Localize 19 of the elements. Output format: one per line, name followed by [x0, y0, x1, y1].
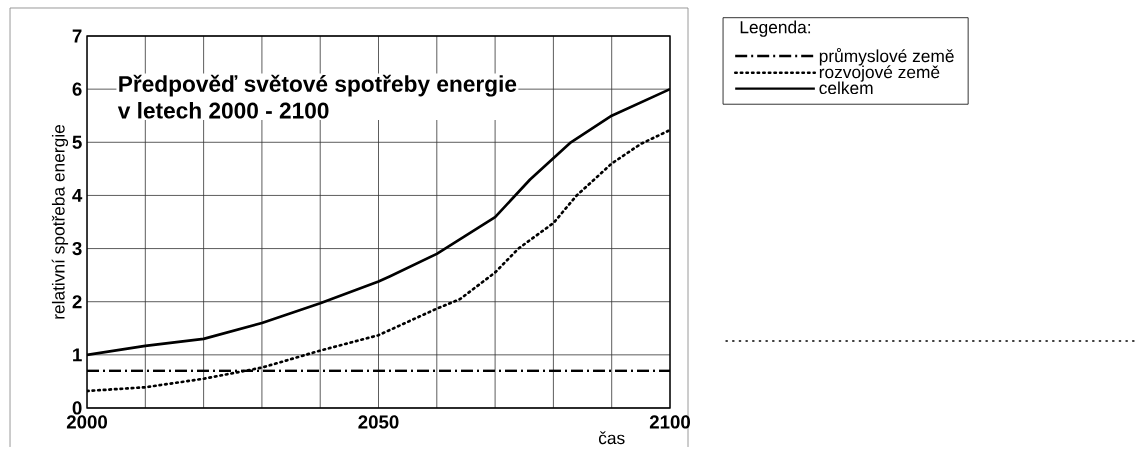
y-tick-label: 4	[72, 189, 83, 203]
x-tick-label: 2000	[66, 415, 108, 429]
y-tick-label: 6	[72, 82, 82, 96]
y-axis-title: relativní spotřeba energie	[51, 125, 69, 319]
legend-title: Legenda:	[740, 20, 811, 37]
y-tick-label: 2	[72, 295, 82, 309]
y-tick-label: 0	[72, 401, 82, 415]
legend-label: rozvojové země	[819, 65, 940, 82]
x-tick-label: 2050	[358, 415, 399, 429]
text: Předpověď světové spotřeby energie	[119, 75, 517, 97]
y-tick-label: 5	[72, 135, 82, 150]
y-tick-label: 7	[72, 29, 82, 43]
y-tick-label: 1	[73, 348, 82, 362]
text: v letech 2000 - 2100	[117, 102, 329, 119]
y-tick-label: 3	[72, 242, 82, 256]
x-tick-label: 2100	[649, 415, 690, 429]
x-axis-title: čas	[598, 431, 625, 445]
legend-label: celkem	[819, 81, 873, 95]
legend-label: průmyslové země	[819, 48, 954, 66]
